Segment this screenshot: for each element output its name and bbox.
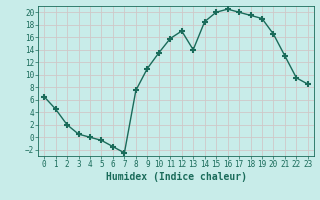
X-axis label: Humidex (Indice chaleur): Humidex (Indice chaleur) (106, 172, 246, 182)
